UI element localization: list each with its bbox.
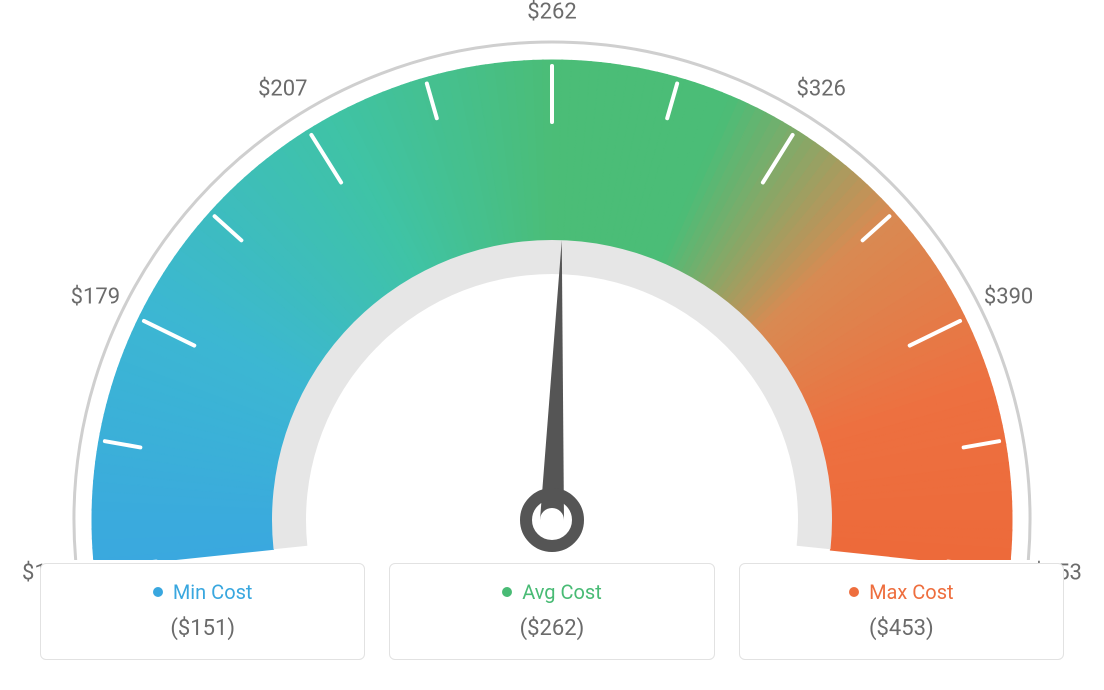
- legend-label-line-max: Max Cost: [849, 580, 954, 604]
- dot-icon: [153, 587, 163, 597]
- gauge-tick-label: $326: [796, 77, 845, 102]
- legend-row: Min Cost ($151) Avg Cost ($262) Max Cost…: [40, 563, 1064, 660]
- gauge-tick-label: $179: [71, 285, 120, 310]
- legend-label: Min Cost: [173, 580, 253, 604]
- legend-card-max: Max Cost ($453): [739, 563, 1064, 660]
- dot-icon: [849, 587, 859, 597]
- legend-value: ($453): [750, 616, 1053, 641]
- gauge-area: $151$179$207$262$326$390$453: [0, 0, 1104, 560]
- legend-value: ($151): [51, 616, 354, 641]
- legend-card-avg: Avg Cost ($262): [389, 563, 714, 660]
- chart-root: $151$179$207$262$326$390$453 Min Cost ($…: [0, 0, 1104, 690]
- gauge-tick-label: $390: [984, 285, 1033, 310]
- legend-card-min: Min Cost ($151): [40, 563, 365, 660]
- dot-icon: [502, 587, 512, 597]
- legend-value: ($262): [400, 616, 703, 641]
- legend-label: Max Cost: [869, 580, 954, 604]
- legend-label: Avg Cost: [522, 580, 602, 604]
- legend-label-line-min: Min Cost: [153, 580, 253, 604]
- gauge-needle: [540, 240, 564, 520]
- legend-label-line-avg: Avg Cost: [502, 580, 602, 604]
- gauge-svg: [0, 0, 1104, 560]
- gauge-tick-label: $207: [258, 77, 307, 102]
- gauge-tick-label: $262: [527, 0, 576, 25]
